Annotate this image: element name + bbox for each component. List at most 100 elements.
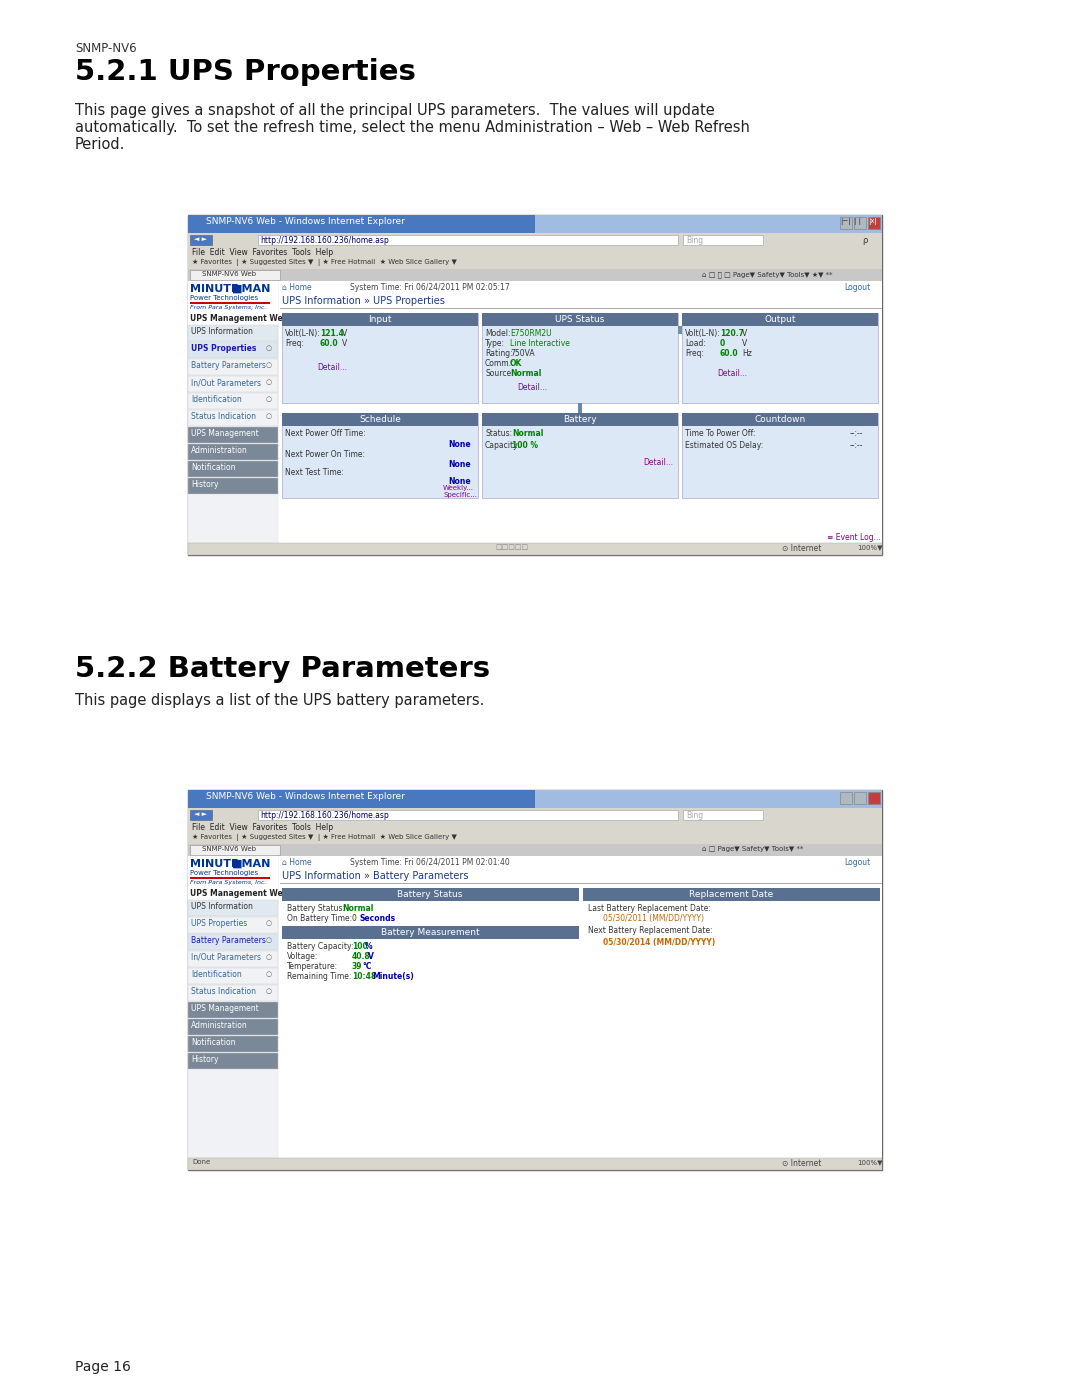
- Text: 100 %: 100 %: [512, 441, 538, 450]
- Bar: [681, 313, 878, 402]
- Text: Freq:: Freq:: [285, 339, 303, 348]
- Text: Estimated OS Delay:: Estimated OS Delay:: [685, 441, 764, 450]
- Bar: [188, 789, 882, 807]
- Text: UPS Information » UPS Properties: UPS Information » UPS Properties: [282, 296, 445, 306]
- Bar: [188, 1002, 278, 1018]
- Bar: [868, 792, 880, 805]
- Text: --:--: --:--: [850, 429, 864, 439]
- Text: Input: Input: [368, 314, 392, 324]
- Text: ≡ Event Log...: ≡ Event Log...: [827, 534, 881, 542]
- Bar: [282, 414, 478, 497]
- Bar: [282, 414, 478, 426]
- Text: http://192.168.160.236/home.asp: http://192.168.160.236/home.asp: [260, 812, 389, 820]
- Bar: [683, 235, 762, 244]
- Bar: [482, 313, 678, 326]
- Bar: [188, 342, 278, 358]
- Bar: [482, 313, 678, 402]
- Text: Replacement Date: Replacement Date: [689, 890, 773, 900]
- Text: None: None: [448, 440, 471, 448]
- Text: ◄ ►: ◄ ►: [194, 812, 207, 817]
- Text: Model:: Model:: [485, 330, 511, 338]
- Text: ⊙ Internet: ⊙ Internet: [782, 1160, 822, 1168]
- Text: | |: | |: [854, 218, 861, 225]
- Text: ⌂ Home: ⌂ Home: [282, 858, 312, 868]
- Text: Next Power On Time:: Next Power On Time:: [285, 450, 365, 460]
- Text: |x|: |x|: [868, 218, 877, 225]
- Bar: [188, 281, 278, 543]
- Bar: [188, 789, 882, 1171]
- Text: Done: Done: [192, 1160, 211, 1165]
- Text: Normal: Normal: [342, 904, 374, 914]
- Bar: [854, 792, 866, 805]
- Text: Battery Parameters: Battery Parameters: [191, 360, 266, 370]
- Text: 5.2.2 Battery Parameters: 5.2.2 Battery Parameters: [75, 655, 490, 683]
- Text: Line Interactive: Line Interactive: [510, 339, 570, 348]
- Text: UPS Properties: UPS Properties: [191, 344, 256, 353]
- Text: ○: ○: [266, 971, 272, 977]
- Text: UPS Management Web: UPS Management Web: [190, 314, 288, 323]
- Text: ★ Favorites  | ★ Suggested Sites ▼  | ★ Free Hotmail  ★ Web Slice Gallery ▼: ★ Favorites | ★ Suggested Sites ▼ | ★ Fr…: [192, 258, 457, 265]
- Text: SNMP-NV6 Web - Windows Internet Explorer: SNMP-NV6 Web - Windows Internet Explorer: [206, 792, 405, 800]
- Text: 60.0: 60.0: [720, 349, 739, 358]
- Text: None: None: [448, 476, 471, 486]
- Bar: [188, 951, 278, 967]
- Text: Battery Capacity:: Battery Capacity:: [287, 942, 353, 951]
- Text: Notification: Notification: [191, 462, 235, 472]
- Text: ○: ○: [266, 414, 272, 419]
- Text: MINUTE: MINUTE: [190, 859, 239, 869]
- Text: File  Edit  View  Favorites  Tools  Help: File Edit View Favorites Tools Help: [192, 823, 333, 833]
- Text: 750VA: 750VA: [510, 349, 535, 358]
- Bar: [681, 313, 878, 326]
- Bar: [188, 1158, 882, 1171]
- Text: Logout: Logout: [843, 858, 870, 868]
- Text: ⊙ Internet: ⊙ Internet: [782, 543, 822, 553]
- Bar: [535, 789, 882, 807]
- Text: Type:: Type:: [485, 339, 505, 348]
- Text: UPS Management: UPS Management: [191, 1004, 259, 1013]
- Text: UPS Management: UPS Management: [191, 429, 259, 439]
- Text: MINUTE: MINUTE: [190, 284, 239, 293]
- Text: Next Battery Replacement Date:: Next Battery Replacement Date:: [588, 926, 713, 935]
- Text: Capacity:: Capacity:: [485, 441, 521, 450]
- Text: From Para Systems, Inc.: From Para Systems, Inc.: [190, 880, 267, 886]
- Text: Power Technologies: Power Technologies: [190, 870, 258, 876]
- Bar: [188, 1053, 278, 1069]
- Text: Voltage:: Voltage:: [287, 951, 319, 961]
- Text: UPS Status: UPS Status: [555, 314, 605, 324]
- Text: This page gives a snapshot of all the principal UPS parameters.  The values will: This page gives a snapshot of all the pr…: [75, 103, 715, 117]
- Text: ►: ►: [282, 284, 286, 289]
- Text: History: History: [191, 1055, 218, 1065]
- Bar: [280, 856, 882, 870]
- Bar: [188, 935, 278, 950]
- Text: ○: ○: [266, 954, 272, 960]
- Text: UPS Management Web: UPS Management Web: [190, 888, 288, 898]
- Bar: [188, 258, 882, 270]
- Text: ■MAN: ■MAN: [232, 859, 271, 869]
- Text: Weekly...: Weekly...: [443, 485, 474, 490]
- Bar: [681, 414, 878, 497]
- Text: Source:: Source:: [485, 369, 514, 379]
- Text: Next Power Off Time:: Next Power Off Time:: [285, 429, 366, 439]
- Text: 120.7: 120.7: [720, 330, 744, 338]
- Text: UPS Information » Battery Parameters: UPS Information » Battery Parameters: [282, 870, 469, 882]
- Text: Rating:: Rating:: [485, 349, 513, 358]
- Text: Administration: Administration: [191, 1021, 247, 1030]
- Text: Comm.:: Comm.:: [485, 359, 514, 367]
- Text: Seconds: Seconds: [360, 914, 396, 923]
- Bar: [681, 414, 878, 426]
- Text: System Time: Fri 06/24/2011 PM 02:05:17: System Time: Fri 06/24/2011 PM 02:05:17: [350, 284, 510, 292]
- Text: 60.0: 60.0: [320, 339, 339, 348]
- Bar: [868, 217, 880, 229]
- Text: Specific...: Specific...: [443, 492, 477, 497]
- Bar: [583, 888, 880, 901]
- Text: 10:48: 10:48: [352, 972, 376, 981]
- Bar: [282, 926, 579, 939]
- Text: V: V: [342, 330, 348, 338]
- Bar: [282, 313, 478, 402]
- Text: 100: 100: [352, 942, 368, 951]
- Text: Output: Output: [765, 314, 796, 324]
- Bar: [282, 888, 579, 901]
- Text: http://192.168.160.236/home.asp: http://192.168.160.236/home.asp: [260, 236, 389, 244]
- Bar: [188, 900, 278, 916]
- Bar: [840, 217, 852, 229]
